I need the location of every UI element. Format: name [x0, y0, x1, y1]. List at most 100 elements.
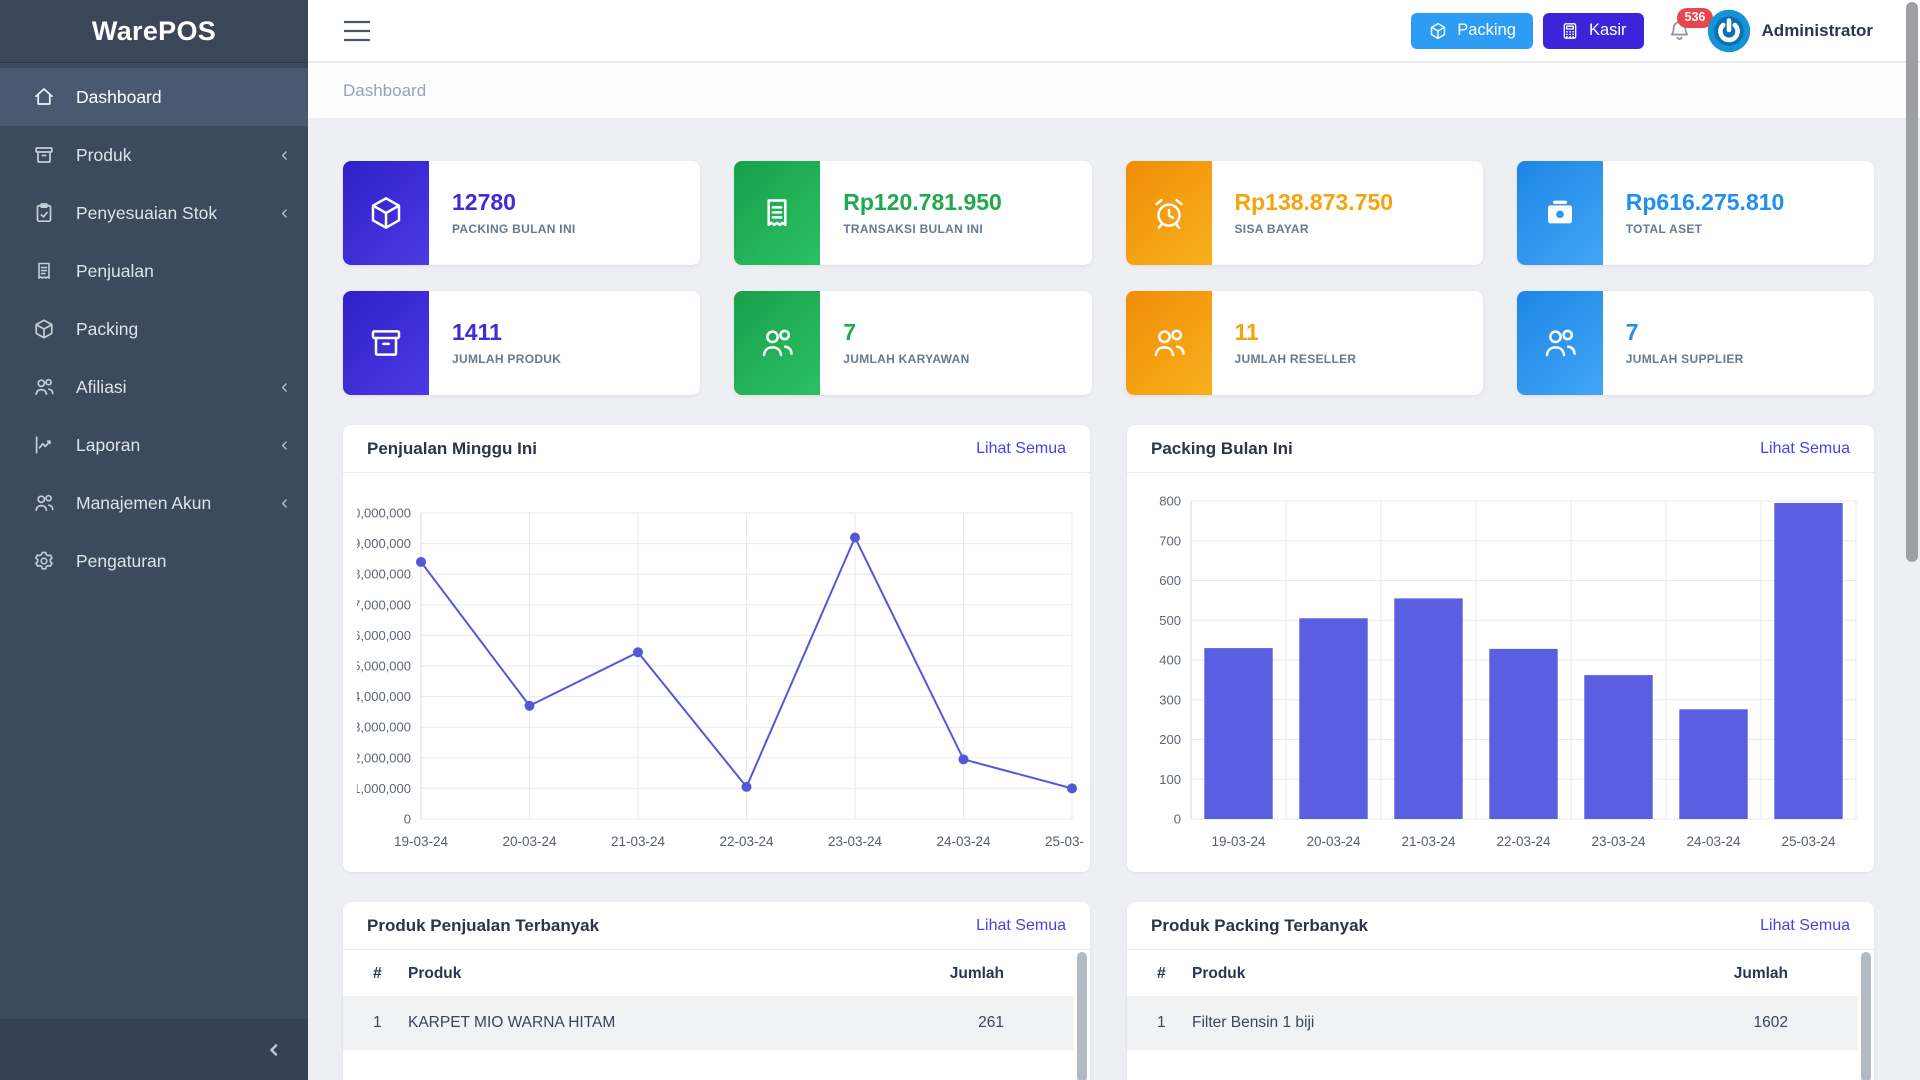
- svg-text:20-03-24: 20-03-24: [502, 834, 557, 849]
- sidebar-item-dashboard[interactable]: Dashboard: [0, 68, 308, 126]
- users-icon: [32, 375, 56, 399]
- table-scrollbar[interactable]: [1077, 952, 1087, 1080]
- stat-label: TOTAL ASET: [1626, 222, 1785, 236]
- data-point: [850, 532, 860, 542]
- svg-text:22-03-24: 22-03-24: [1496, 834, 1551, 849]
- row-index: 1: [1127, 996, 1192, 1050]
- table-panels: Produk Penjualan Terbanyak Lihat Semua #…: [343, 902, 1874, 1080]
- stat-label: SISA BAYAR: [1235, 222, 1394, 236]
- box-icon: [32, 143, 56, 167]
- row-jumlah: 261: [824, 996, 1074, 1050]
- svg-text:25-03-24: 25-03-24: [1045, 834, 1084, 849]
- users-icon: [734, 291, 820, 395]
- home-icon: [32, 85, 56, 109]
- users-icon: [1126, 291, 1212, 395]
- sales-chart-panel: Penjualan Minggu Ini Lihat Semua 01,000,…: [343, 425, 1090, 872]
- app-title: WarePOS: [92, 16, 216, 47]
- users-icon: [1517, 291, 1603, 395]
- packing-button[interactable]: Packing: [1411, 13, 1533, 49]
- window-scrollbar-thumb[interactable]: [1906, 2, 1918, 562]
- chevron-left-icon: [277, 380, 292, 395]
- bar: [1204, 648, 1272, 819]
- stat-label: JUMLAH PRODUK: [452, 352, 561, 366]
- table-scrollbar[interactable]: [1861, 952, 1871, 1080]
- topbar: Packing Kasir 536 Administrator: [308, 0, 1920, 62]
- sidebar-item-label: Afiliasi: [76, 377, 127, 398]
- stat-value: 11: [1235, 321, 1357, 344]
- chevron-left-icon: [277, 206, 292, 221]
- svg-text:0: 0: [1174, 812, 1181, 827]
- user-name: Administrator: [1762, 21, 1873, 41]
- stat-card-total-aset: Rp616.275.810 TOTAL ASET: [1517, 161, 1874, 265]
- sidebar-item-penjualan[interactable]: Penjualan: [0, 242, 308, 300]
- stat-value: 1411: [452, 321, 561, 344]
- sidebar-item-packing[interactable]: Packing: [0, 300, 308, 358]
- packing-chart-link[interactable]: Lihat Semua: [1760, 440, 1850, 458]
- stat-value: Rp138.873.750: [1235, 191, 1394, 214]
- sidebar-item-label: Manajemen Akun: [76, 493, 211, 514]
- sales-chart-link[interactable]: Lihat Semua: [976, 440, 1066, 458]
- chart-line-icon: [32, 433, 56, 457]
- row-produk: Filter Bensin 1 biji: [1192, 996, 1522, 1050]
- row-index: 1: [343, 996, 408, 1050]
- svg-text:9,000,000: 9,000,000: [357, 536, 411, 551]
- svg-text:7,000,000: 7,000,000: [357, 597, 411, 612]
- sidebar-item-produk[interactable]: Produk: [0, 126, 308, 184]
- notifications-button[interactable]: 536: [1666, 17, 1693, 44]
- packing-table-link[interactable]: Lihat Semua: [1760, 917, 1850, 935]
- sidebar-item-label: Dashboard: [76, 87, 162, 108]
- stat-value: Rp616.275.810: [1626, 191, 1785, 214]
- menu-toggle-button[interactable]: [342, 18, 372, 44]
- svg-text:19-03-24: 19-03-24: [1211, 834, 1266, 849]
- gear-icon: [32, 549, 56, 573]
- kasir-button[interactable]: Kasir: [1543, 13, 1644, 49]
- row-jumlah: 1602: [1522, 996, 1858, 1050]
- sidebar-item-label: Laporan: [76, 435, 140, 456]
- calculator-icon: [1560, 21, 1580, 41]
- sales-table: # Produk Jumlah 1 KARPET MIO WARNA HITAM…: [343, 950, 1090, 1050]
- bar: [1679, 709, 1747, 819]
- app-root: WarePOS Dashboard Produk: [0, 0, 1920, 1080]
- sidebar-item-pengaturan[interactable]: Pengaturan: [0, 532, 308, 590]
- svg-text:21-03-24: 21-03-24: [611, 834, 666, 849]
- kasir-button-label: Kasir: [1589, 21, 1627, 40]
- stat-value: 7: [1626, 321, 1744, 344]
- sidebar-nav: Dashboard Produk Penyesuaian Stok: [0, 63, 308, 590]
- column-header-index: #: [1127, 950, 1192, 996]
- avatar[interactable]: [1707, 9, 1751, 53]
- stat-label: JUMLAH SUPPLIER: [1626, 352, 1744, 366]
- sales-table-panel: Produk Penjualan Terbanyak Lihat Semua #…: [343, 902, 1090, 1080]
- sidebar-item-manajemen-akun[interactable]: Manajemen Akun: [0, 474, 308, 532]
- svg-text:22-03-24: 22-03-24: [719, 834, 774, 849]
- data-point: [633, 647, 643, 657]
- sales-table-link[interactable]: Lihat Semua: [976, 917, 1066, 935]
- panel-title: Packing Bulan Ini: [1151, 439, 1293, 459]
- stat-value: Rp120.781.950: [843, 191, 1002, 214]
- packing-chart-panel: Packing Bulan Ini Lihat Semua 0100200300…: [1127, 425, 1874, 872]
- receipt-icon: [734, 161, 820, 265]
- panel-title: Produk Penjualan Terbanyak: [367, 916, 599, 936]
- data-point: [525, 701, 535, 711]
- packing-table: # Produk Jumlah 1 Filter Bensin 1 biji 1…: [1127, 950, 1874, 1050]
- svg-text:0: 0: [404, 812, 411, 827]
- stat-card-jumlah-produk: 1411 JUMLAH PRODUK: [343, 291, 700, 395]
- data-point: [959, 754, 969, 764]
- sidebar-item-penyesuaian-stok[interactable]: Penyesuaian Stok: [0, 184, 308, 242]
- bar: [1299, 618, 1367, 819]
- table-row: 1 KARPET MIO WARNA HITAM 261: [343, 996, 1074, 1050]
- sidebar-item-laporan[interactable]: Laporan: [0, 416, 308, 474]
- sidebar-collapse-button[interactable]: [0, 1019, 308, 1080]
- chart-panels: Penjualan Minggu Ini Lihat Semua 01,000,…: [343, 425, 1874, 872]
- svg-text:23-03-24: 23-03-24: [828, 834, 883, 849]
- packing-button-label: Packing: [1457, 21, 1516, 40]
- sidebar-item-afiliasi[interactable]: Afiliasi: [0, 358, 308, 416]
- receipt-icon: [32, 259, 56, 283]
- data-point: [742, 782, 752, 792]
- window-scrollbar[interactable]: [1904, 0, 1920, 1080]
- svg-text:20-03-24: 20-03-24: [1306, 834, 1361, 849]
- table-header-row: # Produk Jumlah: [1127, 950, 1858, 996]
- sidebar: WarePOS Dashboard Produk: [0, 0, 308, 1080]
- row-produk: KARPET MIO WARNA HITAM: [408, 996, 824, 1050]
- packing-bar-chart: 010020030040050060070080019-03-2420-03-2…: [1141, 485, 1868, 861]
- data-point: [416, 557, 426, 567]
